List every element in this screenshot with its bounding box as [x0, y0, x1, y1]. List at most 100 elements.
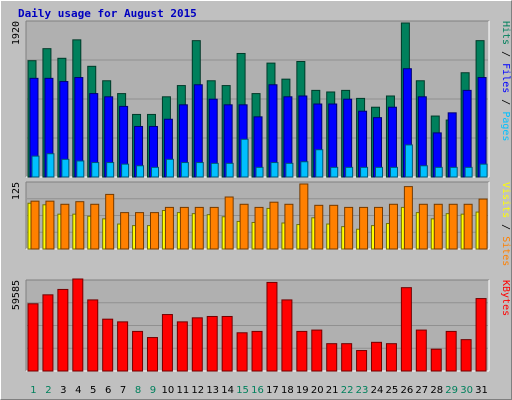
y-tick-hits-max: 1920 [11, 21, 22, 45]
kbytes-bar-day-1 [27, 303, 39, 372]
pages-bar-day-8 [136, 165, 145, 178]
kbytes-bar-day-6 [102, 318, 114, 372]
x-tick-day-20: 20 [311, 385, 324, 396]
kbytes-bar-day-20 [311, 329, 323, 372]
right-label-hits-files-pages: Hits / Files / Pages [500, 21, 511, 141]
pages-bar-day-22 [345, 166, 354, 178]
kbytes-bar-day-9 [146, 337, 158, 372]
sites-bar-day-11 [179, 206, 189, 250]
x-tick-day-26: 26 [400, 385, 413, 396]
legend-visits: Visits [500, 182, 511, 218]
files-bar-day-22 [343, 98, 353, 178]
x-tick-day-8: 8 [135, 385, 141, 396]
pages-bar-day-15 [240, 138, 249, 178]
sites-bar-day-26 [403, 186, 413, 250]
kbytes-bar-day-17 [266, 281, 278, 372]
x-tick-day-17: 17 [266, 385, 279, 396]
x-tick-day-28: 28 [430, 385, 443, 396]
sites-bar-day-2 [45, 200, 55, 250]
sites-bar-day-14 [224, 196, 234, 250]
pages-bar-day-3 [61, 158, 70, 178]
files-bar-day-27 [417, 96, 427, 178]
x-tick-day-19: 19 [296, 385, 309, 396]
x-tick-day-13: 13 [206, 385, 219, 396]
x-tick-day-2: 2 [45, 385, 51, 396]
sites-bar-day-10 [164, 206, 174, 250]
pages-bar-day-24 [375, 166, 384, 178]
kbytes-bar-day-28 [430, 348, 442, 372]
kbytes-bar-day-12 [191, 317, 203, 372]
pages-bar-day-28 [434, 166, 443, 178]
kbytes-bar-day-23 [356, 350, 368, 372]
kbytes-bar-day-31 [475, 298, 487, 372]
kbytes-bar-day-13 [206, 315, 218, 372]
kbytes-bar-day-11 [176, 321, 188, 372]
x-tick-day-29: 29 [445, 385, 458, 396]
sites-bar-day-25 [388, 203, 398, 250]
kbytes-bar-day-8 [132, 330, 144, 372]
x-tick-day-18: 18 [281, 385, 294, 396]
sites-bar-day-9 [149, 212, 159, 250]
kbytes-bar-day-19 [296, 330, 308, 372]
kbytes-bar-day-18 [281, 299, 293, 372]
x-tick-day-25: 25 [386, 385, 399, 396]
x-tick-day-4: 4 [75, 385, 81, 396]
pages-bar-day-12 [195, 162, 204, 178]
sites-bar-day-3 [60, 203, 70, 250]
sites-bar-day-27 [418, 203, 428, 250]
sites-bar-day-18 [284, 203, 294, 250]
pages-bar-day-29 [449, 166, 458, 178]
pages-bar-day-21 [330, 166, 339, 178]
pages-bar-day-13 [210, 162, 219, 178]
pages-bar-day-9 [150, 166, 159, 178]
x-tick-day-1: 1 [30, 385, 36, 396]
kbytes-bar-day-26 [400, 287, 412, 372]
pages-bar-day-6 [106, 162, 115, 178]
sites-bar-day-8 [135, 212, 145, 250]
sites-bar-day-20 [314, 204, 324, 250]
pages-bar-day-14 [225, 162, 234, 178]
y-tick-kbytes-max: 59585 [11, 280, 22, 310]
x-tick-day-3: 3 [60, 385, 66, 396]
pages-bar-day-26 [404, 144, 413, 178]
sites-bar-day-19 [299, 183, 309, 250]
pages-bar-day-20 [315, 149, 324, 178]
pages-bar-day-7 [121, 163, 130, 178]
y-tick-visits-max: 125 [11, 182, 22, 200]
kbytes-bar-day-27 [415, 329, 427, 372]
kbytes-bar-day-14 [221, 315, 233, 372]
kbytes-bar-day-30 [460, 339, 472, 372]
pages-bar-day-30 [464, 166, 473, 178]
kbytes-bar-day-22 [341, 343, 353, 372]
x-tick-day-16: 16 [251, 385, 264, 396]
sites-bar-day-12 [194, 206, 204, 250]
sites-bar-day-1 [30, 200, 40, 250]
pages-bar-day-17 [270, 162, 279, 178]
sites-bar-day-15 [239, 203, 249, 250]
kbytes-bar-day-25 [385, 343, 397, 372]
sites-bar-day-5 [90, 203, 100, 250]
pages-bar-day-4 [76, 160, 85, 178]
pages-bar-day-10 [165, 158, 174, 178]
sites-bar-day-24 [374, 206, 384, 250]
x-tick-day-24: 24 [371, 385, 384, 396]
x-tick-day-12: 12 [191, 385, 204, 396]
sites-bar-day-6 [105, 193, 115, 250]
sites-bar-day-22 [344, 206, 354, 250]
sites-bar-day-31 [478, 198, 488, 250]
pages-bar-day-2 [46, 153, 55, 178]
files-bar-day-25 [387, 106, 397, 178]
x-tick-day-21: 21 [326, 385, 339, 396]
kbytes-bar-day-7 [117, 321, 129, 372]
pages-bar-day-31 [479, 163, 488, 178]
x-tick-day-9: 9 [150, 385, 156, 396]
legend-kbytes: KBytes [500, 280, 511, 316]
sites-bar-day-23 [359, 206, 369, 250]
kbytes-bar-day-24 [371, 341, 383, 372]
x-tick-day-22: 22 [341, 385, 354, 396]
x-tick-day-11: 11 [176, 385, 189, 396]
sites-bar-day-30 [463, 203, 473, 250]
kbytes-bar-day-29 [445, 330, 457, 372]
pages-bar-day-1 [31, 155, 40, 178]
